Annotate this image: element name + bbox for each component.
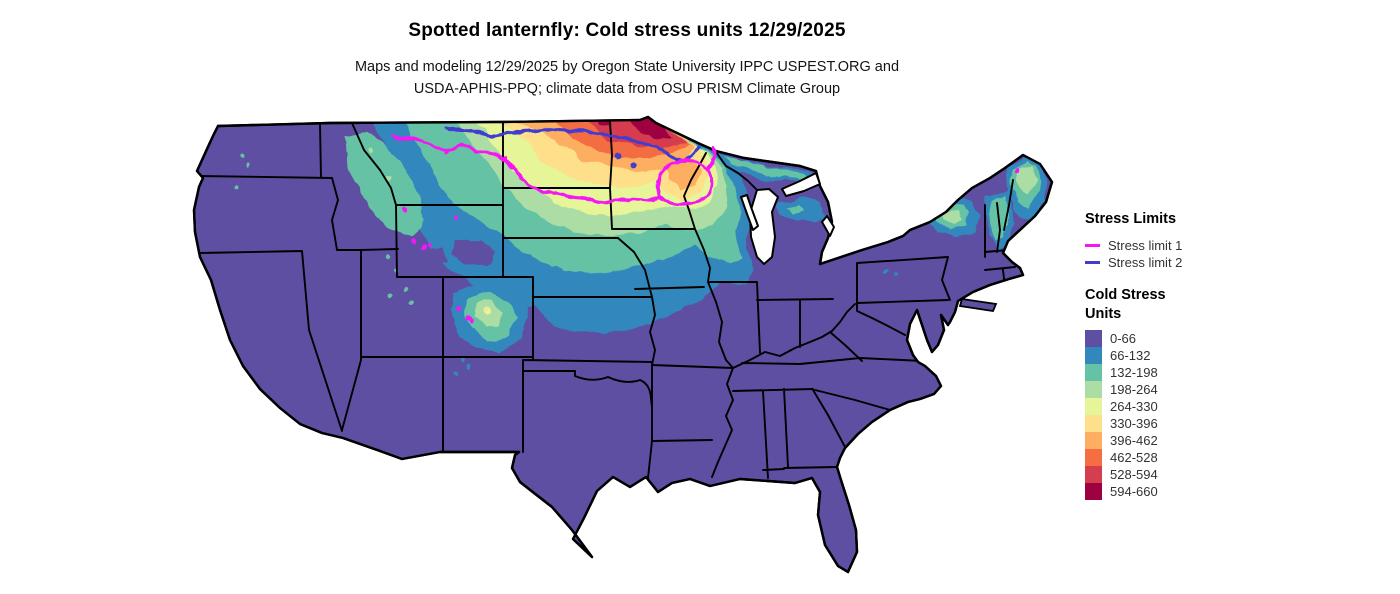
stress-limit-1-line-sample [1085,244,1100,247]
purple-pockets-wyoming [430,238,495,266]
subtitle-line-1: Maps and modeling 12/29/2025 by Oregon S… [354,59,900,75]
cold-stress-classes: 0-66 66-132 132-198 198-264 264-330 330-… [1085,330,1255,500]
legend-class-row: 594-660 [1085,483,1255,500]
color-swatch [1085,330,1102,347]
class-range-label: 66-132 [1110,348,1151,363]
cold-stress-units-heading-line-2: Units [1085,305,1122,322]
class-range-label: 132-198 [1110,365,1158,380]
class-range-label: 330-396 [1110,416,1158,431]
class-range-label: 528-594 [1110,467,1158,482]
green-bay [740,194,759,231]
stress-limits-heading: Stress Limits [1085,211,1177,227]
stress-limit-2-line [444,125,701,168]
band-66-132-specks [452,270,899,374]
legend-class-row: 198-264 [1085,381,1255,398]
stress-limit-1-label: Stress limit 1 [1108,238,1183,253]
stress-limit-2-line-sample [1085,261,1100,264]
subtitle-line-2: USDA-APHIS-PPQ; climate data from OSU PR… [413,81,841,97]
color-swatch [1085,381,1102,398]
stress-limit-2-label: Stress limit 2 [1108,255,1183,270]
legend-class-row: 264-330 [1085,398,1255,415]
color-swatch [1085,449,1102,466]
page-title: Spotted lanternfly: Cold stress units 12… [408,20,846,41]
class-range-label: 198-264 [1110,382,1158,397]
legend-item-stress-limit-1: Stress limit 1 [1085,237,1255,254]
subtitle: Maps and modeling 12/29/2025 by Oregon S… [0,56,1254,100]
legend-class-row: 528-594 [1085,466,1255,483]
band-330-396-speck [484,308,488,312]
great-lakes [740,172,835,265]
legend-class-row: 132-198 [1085,364,1255,381]
legend-class-row: 330-396 [1085,415,1255,432]
class-range-label: 264-330 [1110,399,1158,414]
legend: Stress Limits Stress limit 1 Stress limi… [1085,211,1255,500]
class-range-label: 396-462 [1110,433,1158,448]
legend-class-row: 462-528 [1085,449,1255,466]
color-swatch [1085,483,1102,500]
class-range-label: 594-660 [1110,484,1158,499]
cold-stress-units-heading: Cold Stress Units [1085,286,1255,323]
color-swatch [1085,415,1102,432]
us-outline [192,115,1054,574]
legend-class-row: 0-66 [1085,330,1255,347]
long-island [958,297,998,312]
class-range-label: 0-66 [1110,331,1137,346]
state-border-lines [197,121,1016,479]
class-range-label: 462-528 [1110,450,1158,465]
color-swatch [1085,398,1102,415]
legend-class-row: 396-462 [1085,432,1255,449]
legend-item-stress-limit-2: Stress limit 2 [1085,254,1255,271]
cold-stress-units-heading-line-1: Cold Stress [1085,287,1166,303]
stress-limit-1-line [391,133,1020,324]
state-borders [197,121,1016,479]
color-swatch [1085,347,1102,364]
color-swatch [1085,364,1102,381]
header: Spotted lanternfly: Cold stress units 12… [0,20,1254,100]
saginaw-bay [821,215,835,237]
color-swatch [1085,466,1102,483]
color-swatch [1085,432,1102,449]
legend-class-row: 66-132 [1085,347,1255,364]
lake-michigan [749,188,779,265]
straits-of-mackinac [781,172,821,197]
